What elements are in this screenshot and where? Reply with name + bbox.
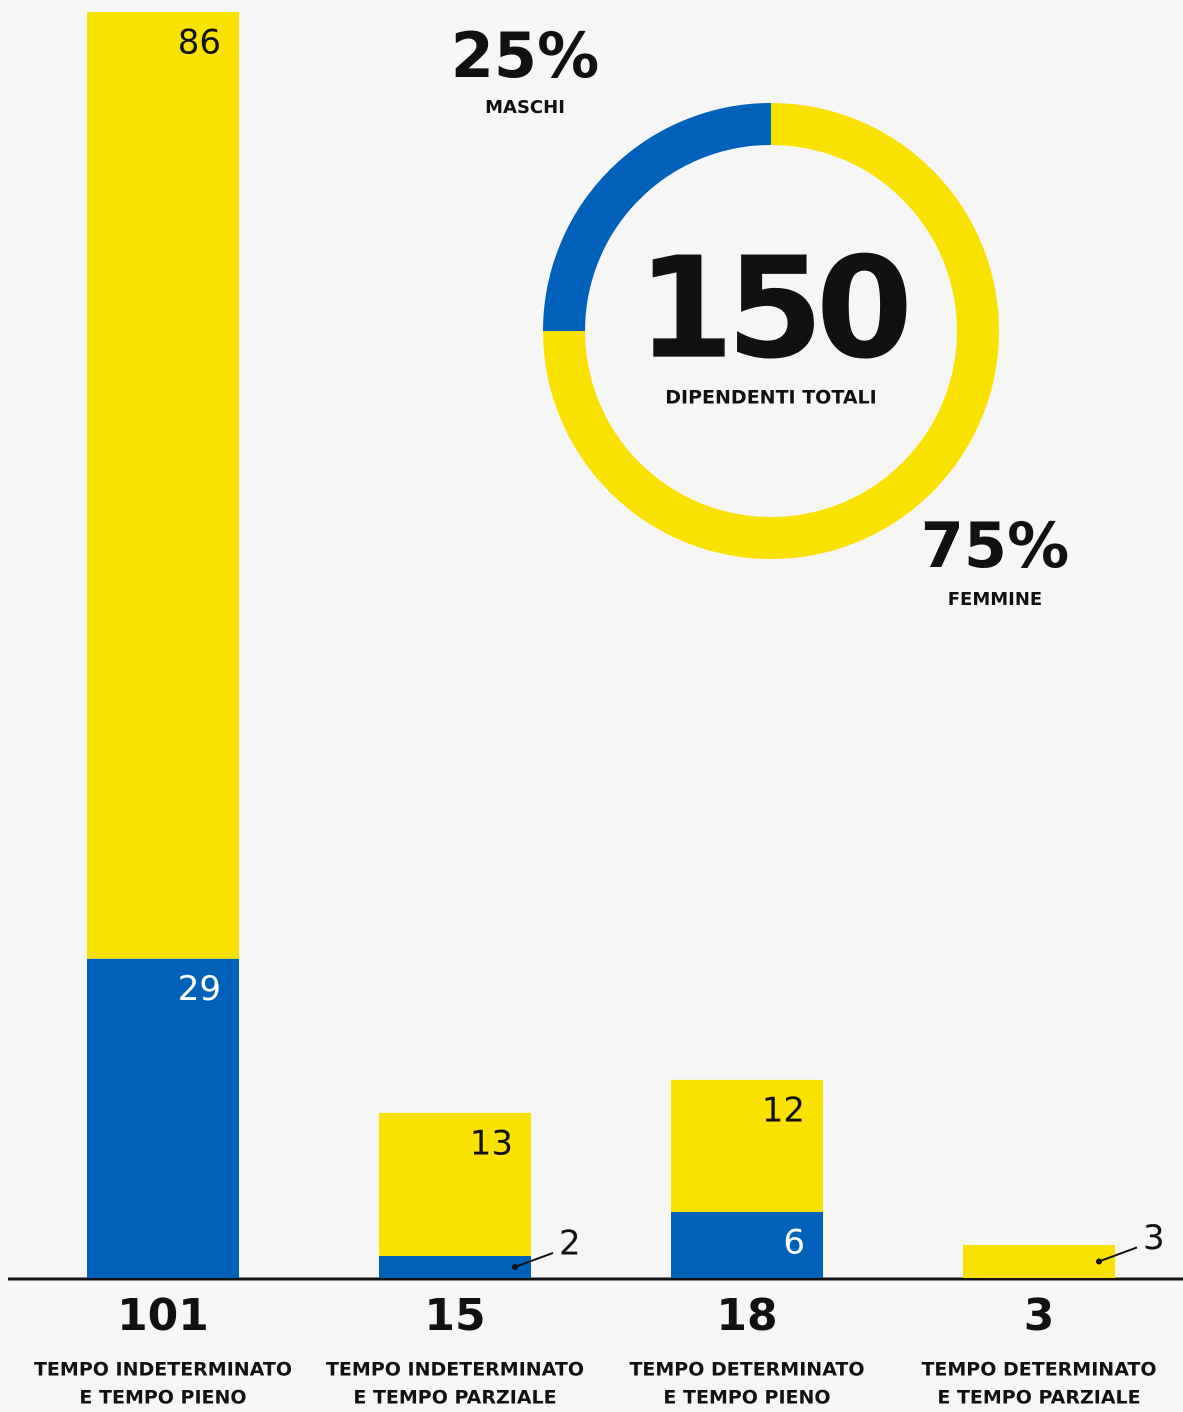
value-label: 3 [1143, 1218, 1165, 1258]
bar-segment [379, 1112, 531, 1256]
leader-line [514, 1252, 554, 1268]
pie-label: FEMMINE [948, 589, 1042, 610]
bar-segment [963, 1244, 1115, 1278]
x-tick-label: E TEMPO PARZIALE [937, 1387, 1140, 1409]
value-label: 2 [559, 1223, 581, 1263]
x-tick-label: E TEMPO PIENO [663, 1387, 830, 1409]
leader-dot [512, 1263, 518, 1270]
x-tick-label: E TEMPO PARZIALE [353, 1387, 556, 1409]
donut-segment [543, 103, 772, 332]
value-label: 29 [178, 969, 221, 1009]
bar-segment [87, 12, 239, 959]
x-tick-label: E TEMPO PIENO [79, 1387, 246, 1409]
bar-segment [671, 1079, 823, 1212]
x-tick-label: TEMPO INDETERMINATO [34, 1359, 292, 1381]
donut-segment [543, 103, 999, 559]
x-tick-label: TEMPO DETERMINATO [921, 1359, 1156, 1381]
total-label: 15 [424, 1290, 485, 1341]
total-label: 101 [117, 1290, 209, 1341]
x-tick-label: TEMPO DETERMINATO [629, 1359, 864, 1381]
pie-label: MASCHI [485, 97, 565, 118]
value-label: 12 [762, 1090, 805, 1130]
bar-segment [671, 1211, 823, 1278]
value-label: 6 [783, 1222, 805, 1262]
center-label: DIPENDENTI TOTALI [665, 387, 876, 409]
total-label: 18 [716, 1290, 777, 1341]
pie-value-label: 75% [921, 509, 1069, 582]
leader-dot [1096, 1258, 1102, 1265]
bar-segment [379, 1255, 531, 1278]
value-label: 13 [470, 1123, 513, 1163]
center-value: 150 [637, 228, 907, 391]
leader-line [1098, 1246, 1138, 1263]
pie-value-label: 25% [451, 19, 599, 92]
value-label: 86 [178, 23, 221, 63]
bar-segment [87, 958, 239, 1278]
total-label: 3 [1024, 1290, 1055, 1341]
x-tick-label: TEMPO INDETERMINATO [326, 1359, 584, 1381]
